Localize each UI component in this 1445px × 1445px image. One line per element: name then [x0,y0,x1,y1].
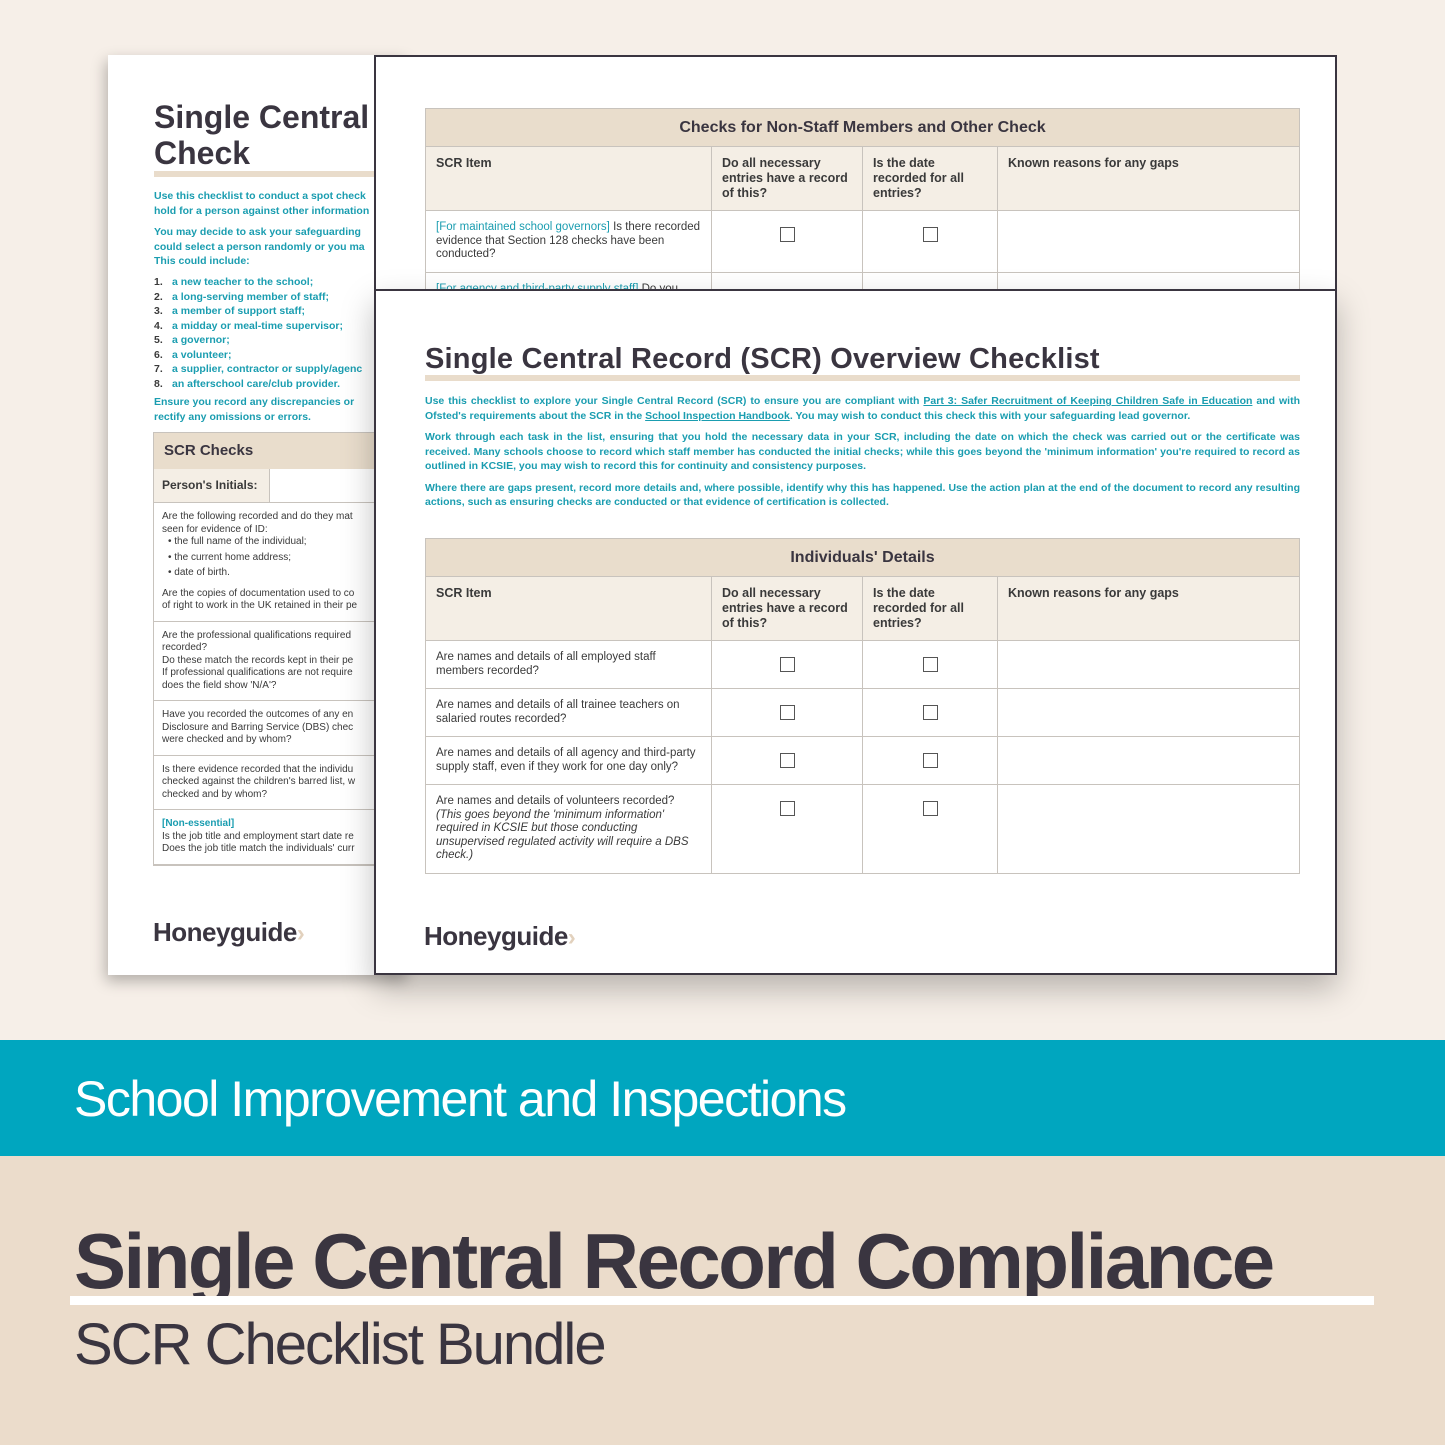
product-subtitle: SCR Checklist Bundle [74,1312,607,1377]
gaps-field[interactable] [997,688,1300,737]
checkbox[interactable] [922,705,938,720]
column-header: SCR Item [425,576,712,641]
intro-paragraph-1: Use this checklist to explore your Singl… [425,395,1300,422]
back-document-page: Single Central Check Use this checklist … [108,55,408,975]
column-header: Is the date recorded for all entries? [862,146,998,211]
page-title: Single Central Record (SCR) Overview Che… [425,343,1100,375]
list-item: 5. a governor; [154,334,230,346]
list-item: 8. an afterschool care/club provider. [154,377,341,390]
gaps-field[interactable] [997,210,1300,273]
title-underline [425,375,1300,381]
table-row: Are the following recorded and do they m… [154,503,408,622]
checkbox[interactable] [922,657,938,672]
section-header: Individuals' Details [425,538,1300,577]
list-item: 7. a supplier, contractor or supply/agenc [154,363,363,375]
gaps-field[interactable] [997,736,1300,785]
list-item: 3. a member of support staff; [154,305,306,317]
gaps-field[interactable] [997,784,1300,874]
title-underline [154,171,408,177]
table-row: Are names and details of all employed st… [425,640,1300,689]
table-row: Is there evidence recorded that the indi… [154,756,408,810]
category-label: School Improvement and Inspections [74,1071,847,1127]
section-header: Checks for Non-Staff Members and Other C… [425,108,1300,147]
intro-paragraph-3: Where there are gaps present, record mor… [425,481,1300,509]
table-row: Are names and details of all agency and … [425,736,1300,785]
honeyguide-logo: Honeyguide› [424,921,576,951]
table-row: [For maintained school governors] Is the… [425,210,1300,273]
non-staff-checks-table: Checks for Non-Staff Members and Other C… [425,108,1300,315]
individuals-details-table: Individuals' Details SCR Item Do all nec… [425,538,1300,874]
back-page-title: Single Central Check [154,99,370,171]
product-title: Single Central Record Compliance [74,1217,1275,1305]
table-row: Have you recorded the outcomes of any en… [154,701,408,756]
list-item: 4. a midday or meal-time supervisor; [154,319,343,332]
list-item: 2. a long-serving member of staff; [154,290,329,303]
table-row: Are names and details of all trainee tea… [425,688,1300,737]
table-row: Are names and details of volunteers reco… [425,784,1300,874]
initials-row: Person's Initials: [154,469,408,503]
checkbox[interactable] [779,227,795,242]
checkbox[interactable] [922,753,938,768]
handbook-link[interactable]: School Inspection Handbook [645,409,790,422]
column-header: Do all necessary entries have a record o… [711,576,863,641]
checkbox[interactable] [779,657,795,672]
kcsie-link[interactable]: Part 3: Safer Recruitment of Keeping Chi… [923,395,1253,407]
list-item: 1. a new teacher to the school; [154,276,314,288]
checkbox[interactable] [779,753,795,768]
section-header: SCR Checks [154,433,408,469]
category-banner: School Improvement and Inspections [0,1040,1445,1156]
checkbox[interactable] [922,227,938,242]
title-rule [70,1296,1374,1305]
column-header: Is the date recorded for all entries? [862,576,998,641]
column-header: Known reasons for any gaps [997,576,1300,641]
table-row: Are the professional qualifications requ… [154,622,408,701]
scr-checks-table: SCR Checks Person's Initials: Are the fo… [153,432,408,866]
intro-text: Use this checklist to explore your Singl… [425,394,1300,510]
honeyguide-logo: Honeyguide› [153,917,305,947]
column-header: Known reasons for any gaps [997,146,1300,211]
back-ensure: Ensure you record any discrepancies or r… [154,396,355,423]
front-document-page: Single Central Record (SCR) Overview Che… [374,289,1337,975]
checkbox[interactable] [779,801,795,816]
back-list: 1. a new teacher to the school; 2. a long-… [154,275,408,391]
column-header: SCR Item [425,146,712,211]
gaps-field[interactable] [997,640,1300,689]
intro-paragraph-2: Work through each task in the list, ensu… [425,431,1300,472]
back-intro: Use this checklist to conduct a spot che… [154,190,370,267]
checkbox[interactable] [922,801,938,816]
checkbox[interactable] [779,705,795,720]
list-item: 6. a volunteer; [154,348,232,361]
table-row: [Non-essential] Is the job title and empl… [154,810,408,865]
column-header: Do all necessary entries have a record o… [711,146,863,211]
product-title-area: Single Central Record Compliance SCR Che… [0,1156,1445,1445]
